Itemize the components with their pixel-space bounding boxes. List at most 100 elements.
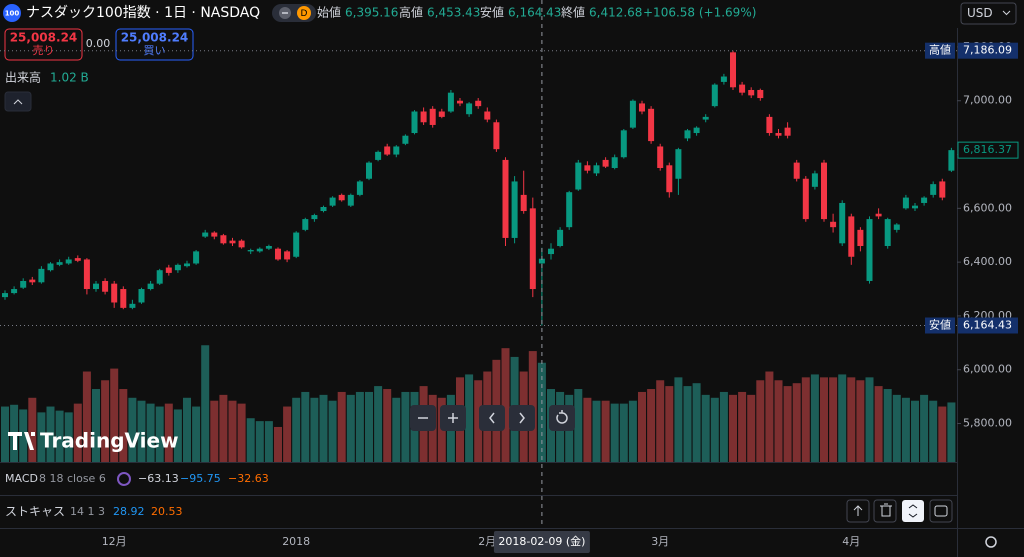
macd-signal: −95.75: [180, 472, 221, 485]
scroll-left-icon: [489, 412, 495, 424]
candle-body: [120, 289, 127, 308]
candle-body: [811, 173, 818, 187]
candle-body: [202, 232, 209, 237]
volume-bar: [128, 397, 137, 462]
candle-body: [675, 149, 682, 179]
candle-body: [302, 219, 309, 230]
stoch-name: ストキャス: [5, 505, 65, 519]
symbol-logo[interactable]: [3, 4, 21, 22]
candle-body: [766, 116, 773, 134]
candle-body: [247, 250, 254, 252]
candle-body: [857, 229, 864, 246]
x-tick-label: 12月: [102, 535, 127, 548]
delete-button[interactable]: [873, 499, 897, 523]
candle-body: [275, 248, 281, 260]
volume-bar: [365, 391, 373, 462]
volume-bar: [46, 406, 55, 462]
candle-body: [402, 135, 409, 144]
candle-body: [147, 283, 154, 290]
volume-bar: [164, 403, 173, 462]
volume-bar: [738, 391, 747, 462]
y-tick-label: 5,800.00: [963, 417, 1012, 430]
candle-body: [739, 84, 746, 93]
candle-body: [557, 229, 564, 246]
volume-bar: [310, 397, 319, 462]
volume-bar: [729, 394, 737, 462]
delay-badge: [297, 6, 311, 20]
candle-body: [475, 100, 482, 107]
candle-body: [165, 267, 172, 273]
macd-icon[interactable]: [117, 472, 131, 486]
candle-body: [83, 259, 90, 290]
zoom-in-icon: [448, 413, 458, 423]
scroll-left-button[interactable]: [479, 405, 505, 431]
high-label: 高値: [929, 43, 951, 57]
collapse-pane-button[interactable]: [902, 500, 924, 522]
currency-button[interactable]: [960, 2, 1017, 25]
watermark: TradingView: [8, 429, 179, 453]
buy-button[interactable]: [115, 28, 194, 61]
candle-body: [748, 89, 755, 96]
candle-body: [548, 248, 554, 255]
volume-bar: [73, 403, 82, 462]
sell-price: 25,008.24: [10, 31, 78, 45]
volume-bar: [173, 409, 182, 462]
volume-bar: [710, 397, 719, 462]
volume-bar: [947, 402, 956, 462]
settings-button[interactable]: [985, 536, 997, 548]
collapse-button[interactable]: [4, 91, 32, 112]
delete-icon: [880, 503, 892, 517]
volume-bar: [301, 391, 310, 462]
volume-bar: [865, 377, 874, 462]
candle-body: [821, 162, 827, 220]
y-tick-label: 6,400.00: [963, 255, 1012, 268]
candle-body: [111, 283, 118, 303]
maximize-button[interactable]: [929, 499, 953, 523]
volume-bar: [820, 377, 828, 462]
sell-label: 売り: [33, 44, 55, 57]
volume-bar: [219, 394, 228, 462]
volume-legend-label: 出来高: [5, 71, 41, 85]
scroll-right-button[interactable]: [509, 405, 535, 431]
candle-body: [611, 157, 618, 168]
symbol-title[interactable]: ナスダック100指数 · 1日 · NASDAQ: [26, 5, 260, 21]
candle-body: [56, 262, 63, 265]
x-tick-label: 2月: [478, 535, 496, 548]
volume-bar: [319, 394, 328, 462]
reset-icon: [556, 410, 568, 424]
volume-bar: [774, 380, 783, 462]
candle-body: [620, 130, 627, 158]
candle-body: [802, 178, 809, 220]
volume-bar: [337, 391, 346, 462]
candle-body: [156, 270, 163, 284]
volume-bar: [255, 421, 264, 462]
x-tick-label: 4月: [842, 535, 860, 548]
volume-bar: [574, 389, 583, 462]
volume-bar: [55, 410, 64, 462]
volume-bar: [638, 391, 646, 462]
candle-body: [520, 194, 527, 212]
candle-body: [429, 108, 436, 125]
delay-badge-text: D: [301, 9, 308, 19]
ohlc-value: 6,164.43: [508, 6, 561, 20]
volume-bar: [392, 397, 401, 462]
candle-body: [575, 162, 582, 190]
candle-body: [921, 197, 928, 203]
volume-bar: [92, 389, 100, 462]
volume-bar: [228, 400, 237, 462]
volume-bar: [692, 383, 701, 462]
candle-body: [2, 293, 8, 298]
volume-bar: [719, 391, 728, 462]
volume-bar: [501, 348, 510, 462]
reset-button[interactable]: [549, 405, 575, 431]
x-tick-label: 2018: [282, 535, 310, 548]
sell-button[interactable]: [4, 28, 83, 61]
candle-body: [211, 232, 218, 237]
macd-value: −63.13: [138, 472, 179, 485]
volume-bar: [765, 371, 774, 462]
candle-body: [693, 127, 700, 134]
candle-body: [11, 289, 18, 294]
